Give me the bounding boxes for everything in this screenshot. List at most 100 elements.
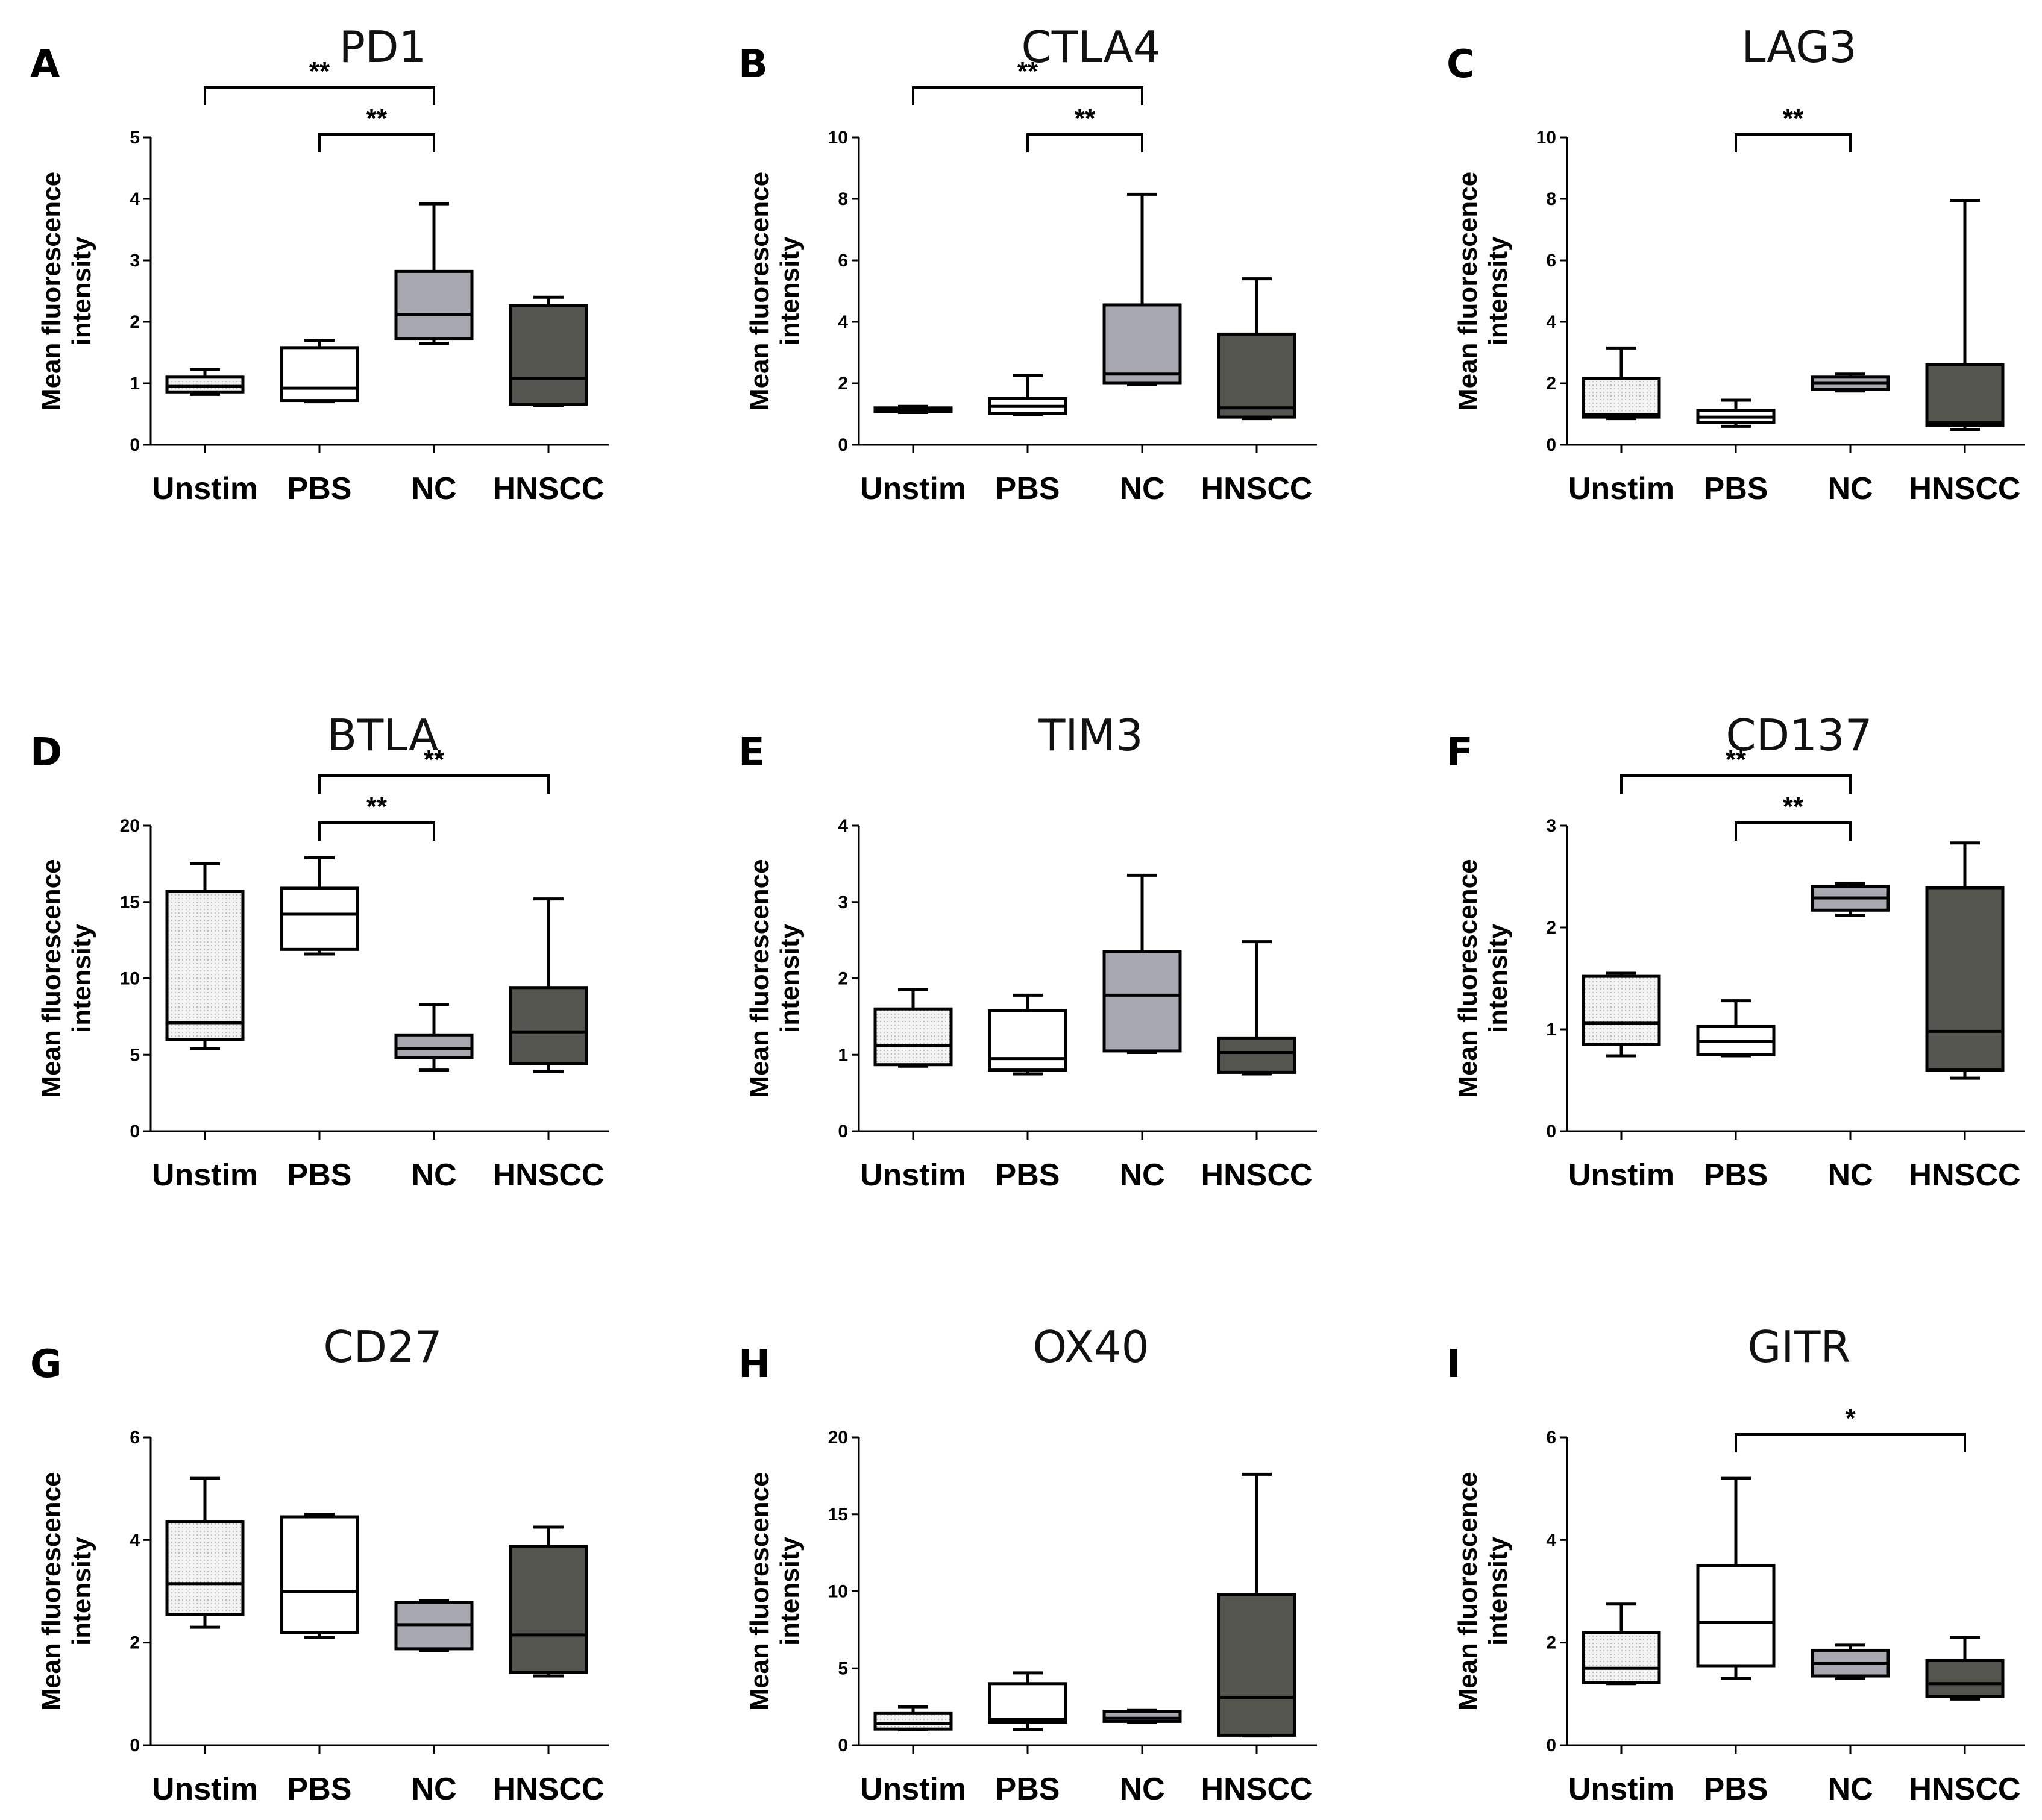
box-hnscc	[1925, 199, 2005, 431]
bracket-line	[318, 821, 435, 841]
y-axis-label-line1: Mean fluorescence	[745, 172, 774, 410]
y-axis-label-line2: intensity	[67, 1537, 96, 1646]
panel-letter-g: G	[30, 1342, 62, 1387]
y-tick-label: 0	[1546, 1736, 1556, 1756]
x-tick-label-unstim: Unstim	[152, 1158, 258, 1193]
significance-label: **	[309, 57, 330, 86]
x-tick-label-hnscc: HNSCC	[493, 1772, 605, 1807]
significance-bracket: *	[1735, 1404, 1966, 1452]
box-hnscc	[1925, 1636, 2005, 1701]
y-tick-label: 4	[838, 816, 848, 836]
panel-title-c: LAG3	[1741, 22, 1856, 72]
box-body	[165, 375, 245, 394]
box-body	[165, 890, 245, 1041]
box-pbs	[280, 856, 359, 956]
box-unstim	[1582, 971, 1661, 1058]
y-tick-label: 10	[1536, 128, 1556, 148]
significance-label: **	[1783, 104, 1804, 133]
panel-letter-e: E	[738, 730, 765, 775]
y-tick-label: 6	[130, 1428, 140, 1448]
y-axis-label-line2: intensity	[1483, 1537, 1513, 1646]
y-tick-label: 1	[1546, 1020, 1556, 1040]
y-tick-label: 10	[828, 128, 848, 148]
y-tick-label: 15	[120, 893, 140, 912]
significance-label: **	[366, 104, 388, 133]
box-hnscc	[1925, 841, 2005, 1080]
box-body	[1582, 377, 1661, 419]
box-pbs	[988, 993, 1067, 1076]
panel-title-e: TIM3	[1038, 710, 1143, 761]
box-body	[1217, 1593, 1296, 1737]
box-nc	[1102, 873, 1182, 1054]
bracket-line	[912, 86, 1143, 105]
box-hnscc	[1217, 940, 1296, 1076]
x-tick-label-unstim: Unstim	[1568, 1772, 1674, 1807]
box-unstim	[1582, 1602, 1661, 1686]
panel-title-h: OX40	[1032, 1322, 1149, 1372]
bracket-line	[1735, 1433, 1966, 1452]
x-tick-label-hnscc: HNSCC	[1201, 471, 1313, 506]
significance-bracket: **	[318, 104, 435, 152]
y-tick-label: 15	[828, 1505, 848, 1525]
box-body	[1696, 1564, 1776, 1668]
box-nc	[1102, 192, 1182, 387]
x-tick-label-nc: NC	[1119, 471, 1164, 506]
box-body	[873, 1711, 953, 1731]
x-tick-label-nc: NC	[411, 471, 456, 506]
panel-title-f: CD137	[1726, 710, 1872, 761]
significance-label: **	[1726, 745, 1747, 774]
y-axis-label-line2: intensity	[775, 236, 805, 345]
x-tick-label-pbs: PBS	[996, 1158, 1060, 1193]
y-axis-label-line1: Mean fluorescence	[37, 1472, 66, 1710]
x-tick-label-unstim: Unstim	[860, 1158, 966, 1193]
box-body	[1582, 974, 1661, 1046]
y-axis-label-line1: Mean fluorescence	[1453, 172, 1483, 410]
x-tick-label-unstim: Unstim	[1568, 471, 1674, 506]
y-tick-label: 2	[1546, 918, 1556, 938]
box-body	[1582, 1631, 1661, 1684]
box-pbs	[988, 374, 1067, 416]
significance-label: **	[424, 745, 445, 774]
y-axis-label-line1: Mean fluorescence	[745, 1472, 774, 1710]
y-axis-label-line1: Mean fluorescence	[37, 172, 66, 410]
significance-bracket: **	[1735, 104, 1852, 152]
box-body	[394, 269, 474, 341]
bracket-line	[1735, 821, 1852, 841]
y-tick-label: 6	[1546, 251, 1556, 271]
panel-letter-d: D	[30, 730, 62, 775]
y-tick-label: 0	[1546, 435, 1556, 455]
box-body	[1925, 886, 2005, 1072]
y-axis-label-line2: intensity	[1483, 924, 1513, 1033]
y-tick-label: 2	[1546, 1633, 1556, 1653]
box-nc	[1811, 882, 1890, 917]
y-tick-label: 20	[120, 816, 140, 836]
bracket-line	[318, 774, 550, 794]
box-unstim	[873, 1705, 953, 1731]
x-tick-label-nc: NC	[1827, 1158, 1873, 1193]
panel-a: A PD1 Mean fluorescence intensity 0 1 2 3 4 5 Unst…	[30, 22, 609, 506]
significance-label: **	[1017, 57, 1038, 86]
box-body	[1925, 363, 2005, 427]
box-hnscc	[509, 1525, 588, 1678]
x-tick-label-hnscc: HNSCC	[1909, 471, 2021, 506]
panel-letter-i: I	[1447, 1342, 1461, 1387]
x-tick-label-pbs: PBS	[287, 471, 352, 506]
y-axis-label-line2: intensity	[67, 236, 96, 345]
y-tick-label: 0	[838, 1122, 848, 1141]
box-body	[1217, 1036, 1296, 1074]
significance-bracket: **	[318, 745, 550, 794]
box-body	[873, 1007, 953, 1067]
y-tick-label: 0	[130, 435, 140, 455]
y-tick-label: 3	[838, 893, 848, 912]
panel-title-i: GITR	[1747, 1322, 1850, 1372]
y-tick-label: 6	[1546, 1428, 1556, 1448]
y-axis-label-line2: intensity	[775, 924, 805, 1033]
y-tick-label: 2	[130, 1633, 140, 1653]
y-axis-label-line2: intensity	[67, 924, 96, 1033]
y-tick-label: 0	[130, 1122, 140, 1141]
y-tick-label: 8	[838, 189, 848, 209]
x-tick-label-unstim: Unstim	[152, 1772, 258, 1807]
panel-title-d: BTLA	[327, 710, 438, 761]
box-body	[1102, 303, 1182, 385]
